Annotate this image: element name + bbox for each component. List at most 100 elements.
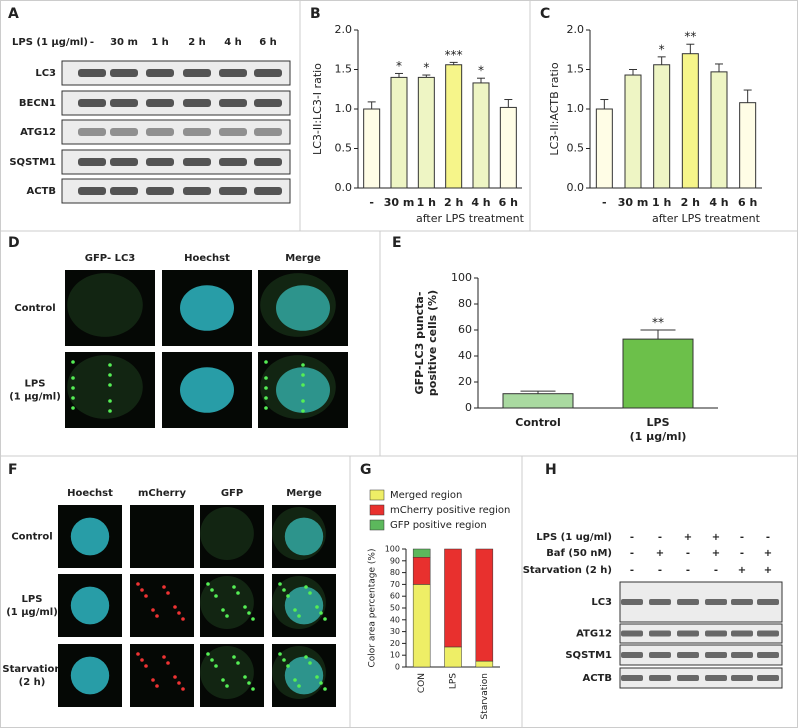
y-tick-label: 1.0 — [335, 102, 353, 115]
puncta — [173, 675, 177, 679]
blot-band — [757, 652, 779, 658]
y-tick-label: 40 — [390, 615, 400, 624]
puncta — [71, 376, 75, 380]
y-tick-label: 10 — [390, 651, 400, 660]
legend-swatch — [369, 504, 385, 516]
blot-label: ACTB — [582, 673, 612, 684]
bar-segment — [412, 584, 431, 668]
puncta — [247, 681, 251, 685]
bar — [445, 64, 463, 189]
y-tick-label: 60 — [458, 323, 472, 336]
puncta — [166, 661, 170, 665]
blot-band — [183, 158, 211, 166]
puncta — [71, 386, 75, 390]
condition-sign: + — [712, 532, 720, 543]
y-tick-label: 0 — [395, 663, 400, 672]
blot-band — [649, 675, 671, 681]
legend-swatch — [369, 519, 385, 531]
y-axis-label: GFP-LC3 puncta- — [413, 292, 426, 395]
x-tick-label: 30 m — [384, 196, 415, 209]
puncta — [278, 582, 282, 586]
blot-band — [183, 69, 211, 77]
condition-sign: - — [630, 548, 634, 559]
blot-band — [254, 158, 282, 166]
blot-band — [649, 630, 671, 637]
significance: * — [478, 64, 484, 78]
puncta — [236, 591, 240, 595]
blot-band — [731, 675, 753, 681]
puncta — [181, 617, 185, 621]
blot-strip — [619, 623, 783, 644]
treatment-label: LPS (1 μg/ml) — [12, 37, 88, 48]
condition-sign: + — [738, 565, 746, 576]
column-label: Merge — [286, 488, 322, 499]
puncta — [136, 582, 140, 586]
x-tick-label: 1 h — [652, 196, 671, 209]
blot-strip — [619, 667, 783, 689]
puncta — [210, 658, 214, 662]
puncta — [251, 617, 255, 621]
blot-label: ATG12 — [20, 127, 56, 138]
puncta — [297, 614, 301, 618]
bar — [624, 74, 642, 189]
micrograph — [200, 574, 264, 637]
puncta — [319, 681, 323, 685]
lane-label: 1 h — [151, 37, 169, 48]
bar-segment — [444, 646, 462, 668]
puncta — [108, 409, 112, 413]
x-tick-label: Starvation — [480, 673, 490, 720]
puncta — [293, 678, 297, 682]
y-axis-label: Color area percentage (%) — [368, 549, 378, 668]
condition-sign: - — [630, 565, 634, 576]
puncta — [221, 678, 225, 682]
nucleus — [284, 517, 324, 556]
puncta — [304, 655, 308, 659]
cytoplasm — [272, 507, 326, 560]
puncta — [177, 611, 181, 615]
blot-strip — [619, 644, 783, 666]
bar — [622, 338, 694, 409]
puncta — [315, 675, 319, 679]
blot-band — [705, 652, 727, 658]
row-label: (1 μg/ml) — [9, 392, 61, 403]
blot-band — [621, 652, 643, 658]
puncta — [264, 386, 268, 390]
significance: ** — [652, 316, 664, 330]
blot-band — [146, 128, 174, 136]
puncta — [315, 605, 319, 609]
blot-band — [146, 69, 174, 77]
blot-band — [146, 99, 174, 107]
blot-label: SQSTM1 — [9, 157, 56, 168]
blot-strip — [61, 119, 291, 145]
y-tick-label: 50 — [390, 604, 400, 613]
puncta — [323, 617, 327, 621]
puncta — [155, 684, 159, 688]
blot-band — [219, 99, 247, 107]
row-label: (1 μg/ml) — [6, 607, 58, 618]
legend-label: mCherry positive region — [390, 505, 510, 516]
y-tick-label: 60 — [390, 592, 400, 601]
significance: ** — [684, 30, 696, 44]
puncta — [232, 585, 236, 589]
blot-band — [705, 675, 727, 681]
puncta — [278, 652, 282, 656]
blot-band — [146, 158, 174, 166]
puncta — [308, 591, 312, 595]
y-tick-label: 90 — [390, 556, 400, 565]
significance: * — [423, 61, 429, 75]
puncta — [247, 611, 251, 615]
blot-band — [78, 99, 106, 107]
y-tick-label: 1.5 — [567, 63, 585, 76]
y-tick-label: 30 — [390, 627, 400, 636]
blot-band — [110, 187, 138, 195]
blot-band — [621, 675, 643, 681]
y-tick-label: 2.0 — [567, 23, 585, 36]
condition-sign: + — [712, 548, 720, 559]
x-axis-label: after LPS treatment — [416, 212, 525, 225]
x-tick-label: Control — [515, 416, 560, 429]
bar-segment — [444, 548, 462, 648]
blot-band — [677, 599, 699, 605]
x-tick-label: 6 h — [738, 196, 757, 209]
x-tick-label: LPS — [449, 673, 459, 689]
